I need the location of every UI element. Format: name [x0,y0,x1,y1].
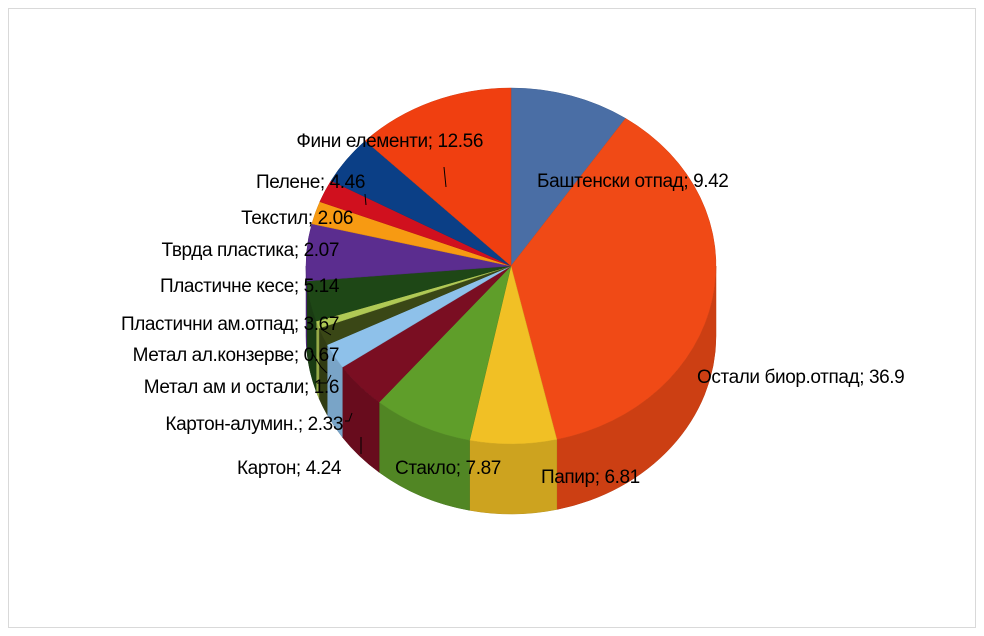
pie-sides [305,265,717,515]
slice-13-top [364,87,512,267]
chart-frame: Баштенски отпад; 9.42 Остали биор.отпад; … [8,8,976,628]
data-label: Тврда пластика; 2.07 [161,240,339,261]
leader-line-5 [345,412,353,422]
slice-0-top [510,87,626,267]
leader-line-6 [317,374,332,384]
slice-3-top [378,265,512,441]
pie-slices [305,87,717,445]
data-label: Стакло; 7.87 [395,458,501,479]
data-label: Текстил; 2.06 [241,208,353,229]
data-label: Пластични ам.отпад; 3.67 [121,314,339,335]
data-labels: Баштенски отпад; 9.42 Остали биор.отпад; … [121,131,905,488]
data-label: Картон-алумин.; 2.33 [165,414,343,435]
data-label: Метал ал.конзерве; 0.67 [133,345,339,366]
slice-1-top [510,118,717,440]
leader-line-7 [310,350,328,374]
data-label: Картон; 4.24 [237,458,342,479]
data-label: Пелене; 4.46 [256,172,365,193]
leader-line-12 [364,193,367,206]
leader-lines [310,166,447,454]
data-label: Пластичне кесе; 5.14 [160,276,340,297]
pie-chart: Баштенски отпад; 9.42 Остали биор.отпад; … [121,87,905,515]
data-label: Баштенски отпад; 9.42 [537,171,728,192]
leader-line-8 [320,328,332,336]
data-label: Фини елементи; 12.56 [296,131,483,152]
data-label: Метал ам и остали; 1.6 [144,377,339,398]
data-label: Остали биор.отпад; 36.9 [697,367,904,388]
leader-line-13 [443,166,447,188]
data-label: Папир; 6.81 [541,467,640,488]
